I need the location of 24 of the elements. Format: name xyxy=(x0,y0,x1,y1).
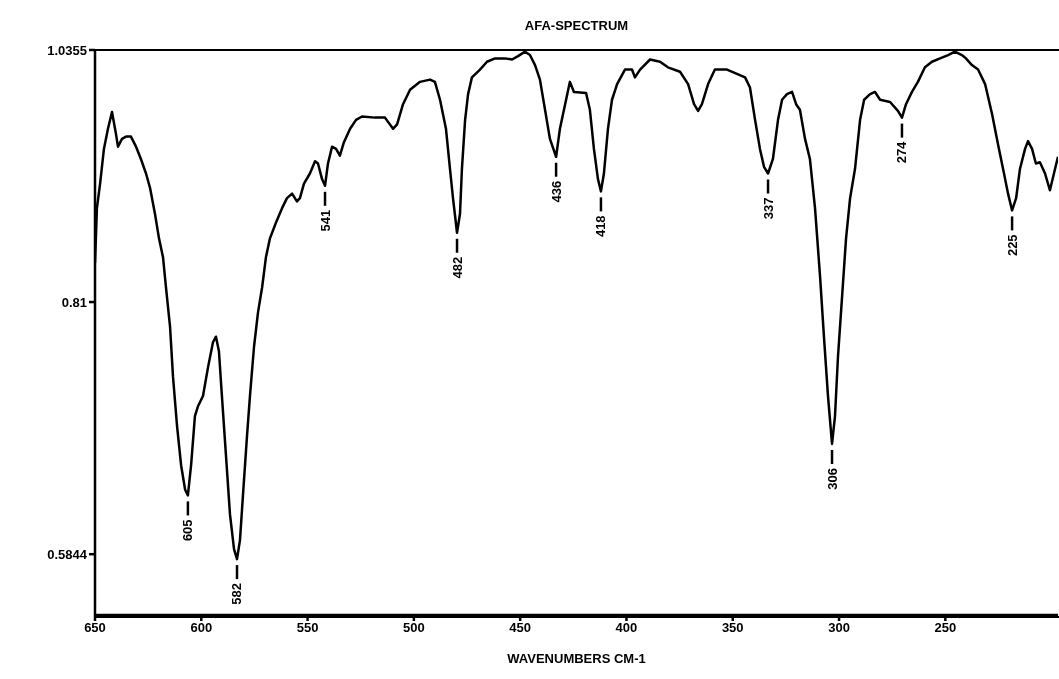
x-tick-label: 450 xyxy=(509,620,532,636)
x-tick-label: 500 xyxy=(403,620,425,636)
annotation: 337 xyxy=(760,197,776,220)
x-tick-label: 650 xyxy=(84,620,106,636)
x-tick-label: 350 xyxy=(721,620,744,636)
annotation: 306 xyxy=(824,467,840,490)
y-tick-label: 1.0355 xyxy=(47,42,87,58)
annotation: 541 xyxy=(317,209,333,232)
y-tick-label: 0.5844 xyxy=(47,546,88,562)
x-tick-label: 300 xyxy=(828,620,850,636)
x-tick-label: 550 xyxy=(296,620,319,636)
annotation: 225 xyxy=(1004,234,1020,257)
x-tick-label: 600 xyxy=(190,620,213,636)
x-tick-label: 250 xyxy=(934,620,957,636)
x-axis-title: WAVENUMBERS CM-1 xyxy=(507,651,646,666)
annotation: 418 xyxy=(593,215,609,238)
annotation: 482 xyxy=(449,256,465,279)
annotation: 274 xyxy=(894,140,910,164)
annotation: 436 xyxy=(548,180,564,203)
x-tick-label: 400 xyxy=(615,620,638,636)
y-tick-label: 0.81 xyxy=(61,294,87,310)
annotation: 605 xyxy=(180,519,196,542)
chart-title: AFA-SPECTRUM xyxy=(523,18,630,33)
annotation: 582 xyxy=(229,583,245,605)
